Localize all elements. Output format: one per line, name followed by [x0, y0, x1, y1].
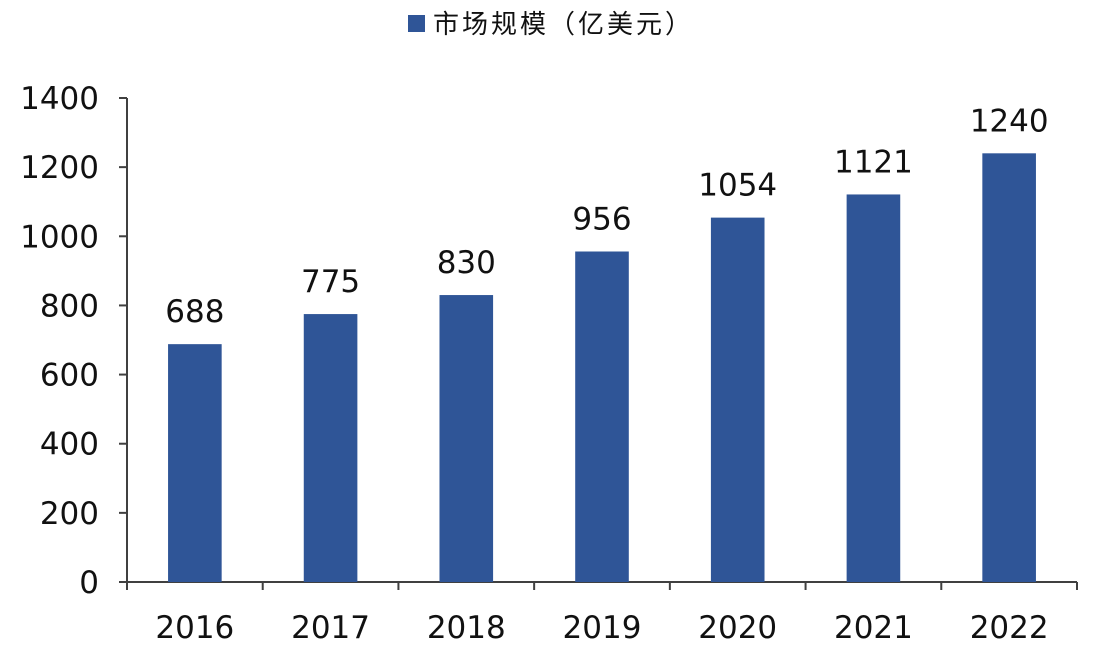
- data-label-2016: 688: [165, 294, 224, 330]
- x-tick-label-2016: 2016: [155, 610, 234, 646]
- legend-label: 市场规模（亿美元）: [433, 10, 694, 40]
- bar-2017: [303, 314, 358, 582]
- legend: 市场规模（亿美元）: [408, 10, 694, 40]
- y-tick-label: 1400: [20, 81, 99, 117]
- x-tick-label-2019: 2019: [563, 610, 642, 646]
- y-tick-label: 800: [40, 288, 99, 324]
- bar-2020: [710, 217, 765, 583]
- x-tick-label-2018: 2018: [427, 610, 506, 646]
- data-label-2021: 1121: [834, 144, 913, 180]
- legend-swatch: [408, 15, 425, 32]
- x-tick-label-2020: 2020: [698, 610, 777, 646]
- x-axis: 2016 2017 2018 2019 2020 2021 2022: [126, 581, 1078, 646]
- bar-2021: [846, 194, 901, 582]
- y-tick-label: 200: [40, 496, 99, 532]
- bars: [168, 153, 1036, 583]
- y-tick-label: 0: [79, 565, 99, 601]
- x-tick-label-2021: 2021: [834, 610, 913, 646]
- x-tick-label-2017: 2017: [291, 610, 370, 646]
- bar-2016: [168, 344, 222, 582]
- bar-2018: [439, 295, 494, 582]
- data-label-2019: 956: [572, 201, 631, 237]
- bar-2019: [575, 251, 629, 583]
- data-label-2017: 775: [301, 264, 360, 300]
- y-tick-label: 400: [40, 427, 99, 463]
- y-tick-label: 1200: [20, 150, 99, 186]
- x-tick-label-2022: 2022: [970, 610, 1049, 646]
- y-tick-label: 1000: [20, 219, 99, 255]
- y-tick-label: 600: [40, 358, 99, 394]
- data-label-2022: 1240: [970, 103, 1049, 139]
- data-label-2020: 1054: [698, 168, 777, 204]
- data-labels: 688 775 830 956 1054 1121 1240: [165, 103, 1048, 330]
- bar-2022: [982, 153, 1036, 583]
- data-label-2018: 830: [437, 245, 496, 281]
- y-axis: 0 200 400 600 800 1000 1200 1400: [20, 81, 128, 601]
